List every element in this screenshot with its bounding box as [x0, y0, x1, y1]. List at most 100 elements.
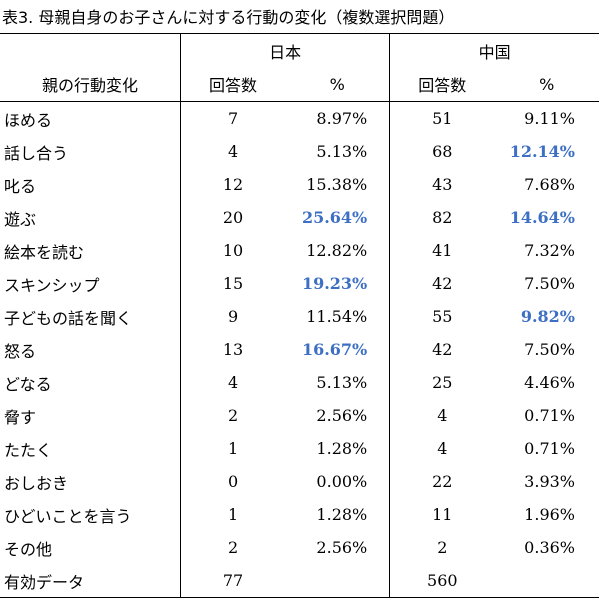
table-row: 遊ぶ 20 25.64% 82 14.64% — [0, 201, 599, 234]
china-percent-cell: 3.93% — [524, 472, 575, 491]
japan-percent-cell: 5.13% — [316, 373, 368, 392]
japan-percent-cell: 2.56% — [316, 538, 368, 557]
header-japan-percent: % — [285, 67, 390, 102]
china-percent-cell: 12.14% — [509, 142, 575, 161]
china-percent-cell: 14.64% — [509, 208, 575, 227]
header-row-groups: 日本 中国 — [0, 33, 599, 67]
japan-percent-cell: 0.00% — [316, 472, 368, 491]
china-count-cell: 55 — [389, 300, 495, 333]
japan-percent-cell: 8.97% — [316, 109, 368, 128]
table-row: 怒る 13 16.67% 42 7.50% — [0, 333, 599, 366]
row-label: 子どもの話を聞く — [4, 308, 133, 328]
japan-count-cell: 9 — [180, 300, 286, 333]
china-count-cell: 11 — [389, 498, 495, 531]
table-row: 絵本を読む 10 12.82% 41 7.32% — [0, 234, 599, 267]
china-count-cell: 22 — [389, 465, 495, 498]
table-row: ひどいことを言う 1 1.28% 11 1.96% — [0, 498, 599, 531]
table-row: スキンシップ 15 19.23% 42 7.50% — [0, 267, 599, 300]
footer-label: 有効データ — [0, 564, 181, 598]
row-label: ほめる — [4, 110, 53, 130]
table-row: その他 2 2.56% 2 0.36% — [0, 531, 599, 564]
footer-row: 有効データ 77 560 — [0, 564, 599, 598]
japan-count-cell: 4 — [180, 135, 286, 168]
table-row: 話し合う 4 5.13% 68 12.14% — [0, 135, 599, 168]
china-percent-cell: 7.32% — [524, 241, 575, 260]
header-blank-cell — [0, 33, 181, 67]
china-count-cell: 82 — [389, 201, 495, 234]
japan-count-cell: 0 — [180, 465, 286, 498]
china-percent-cell: 7.68% — [524, 175, 575, 194]
china-count-cell: 25 — [389, 366, 495, 399]
china-count-cell: 4 — [389, 399, 495, 432]
japan-count-cell: 4 — [180, 366, 286, 399]
japan-percent-cell: 25.64% — [301, 208, 368, 227]
japan-percent-cell: 16.67% — [301, 340, 368, 359]
china-count-cell: 2 — [389, 531, 495, 564]
table-row: ほめる 7 8.97% 51 9.11% — [0, 101, 599, 135]
footer-japan-percent — [285, 564, 390, 598]
row-label: 叱る — [4, 176, 37, 196]
row-label: 絵本を読む — [4, 242, 85, 262]
row-label: どなる — [4, 374, 52, 394]
japan-percent-cell: 2.56% — [316, 406, 368, 425]
china-percent-cell: 0.36% — [524, 538, 575, 557]
china-count-cell: 51 — [389, 101, 495, 135]
japan-count-cell: 13 — [180, 333, 286, 366]
japan-count-cell: 1 — [180, 498, 286, 531]
row-label: ひどいことを言う — [4, 506, 132, 526]
china-percent-cell: 1.96% — [524, 505, 575, 524]
row-label: 怒る — [4, 341, 37, 361]
header-japan: 日本 — [179, 33, 390, 67]
china-count-cell: 41 — [389, 234, 495, 267]
china-percent-cell: 0.71% — [524, 439, 575, 458]
header-row-columns: 親の行動変化 回答数 % 回答数 % — [0, 67, 599, 102]
china-percent-cell: 0.71% — [524, 406, 575, 425]
japan-percent-cell: 5.13% — [316, 142, 368, 161]
japan-percent-cell: 1.28% — [316, 505, 368, 524]
japan-count-cell: 12 — [180, 168, 286, 201]
data-table: 日本 中国 親の行動変化 回答数 % 回答数 % ほめる 7 8.97% 51 9.11… — [0, 33, 599, 598]
china-percent-cell: 9.82% — [520, 307, 575, 326]
row-label: おしおき — [4, 473, 69, 493]
china-count-cell: 43 — [389, 168, 495, 201]
japan-percent-cell: 12.82% — [306, 241, 368, 260]
china-count-cell: 68 — [389, 135, 495, 168]
row-label: たたく — [4, 440, 53, 460]
table-row: おしおき 0 0.00% 22 3.93% — [0, 465, 599, 498]
row-label: スキンシップ — [4, 275, 100, 295]
row-label: 話し合う — [4, 143, 69, 163]
footer-japan-count: 77 — [180, 564, 286, 598]
japan-count-cell: 7 — [180, 101, 286, 135]
table-row: どなる 4 5.13% 25 4.46% — [0, 366, 599, 399]
china-percent-cell: 7.50% — [524, 274, 575, 293]
table-row: 子どもの話を聞く 9 11.54% 55 9.82% — [0, 300, 599, 333]
japan-count-cell: 2 — [180, 531, 286, 564]
japan-count-cell: 20 — [180, 201, 286, 234]
header-china: 中国 — [389, 33, 599, 67]
japan-percent-cell: 15.38% — [306, 175, 368, 194]
china-percent-cell: 9.11% — [524, 109, 575, 128]
japan-count-cell: 1 — [180, 432, 286, 465]
china-count-cell: 4 — [389, 432, 495, 465]
header-row-label: 親の行動変化 — [0, 67, 181, 102]
header-china-count: 回答数 — [389, 67, 495, 102]
row-label: その他 — [4, 539, 53, 559]
row-label: 遊ぶ — [4, 209, 37, 229]
japan-percent-cell: 19.23% — [301, 274, 368, 293]
header-china-percent: % — [494, 67, 599, 102]
japan-percent-cell: 1.28% — [316, 439, 368, 458]
table-row: 脅す 2 2.56% 4 0.71% — [0, 399, 599, 432]
china-percent-cell: 7.50% — [524, 340, 575, 359]
table-row: たたく 1 1.28% 4 0.71% — [0, 432, 599, 465]
table-row: 叱る 12 15.38% 43 7.68% — [0, 168, 599, 201]
china-count-cell: 42 — [389, 333, 495, 366]
footer-china-percent — [494, 564, 599, 598]
table-title: 表3. 母親自身のお子さんに対する行動の変化（複数選択問題） — [2, 8, 455, 27]
row-label: 脅す — [4, 407, 37, 427]
japan-count-cell: 10 — [180, 234, 286, 267]
japan-count-cell: 15 — [180, 267, 286, 300]
japan-percent-cell: 11.54% — [306, 307, 368, 326]
header-japan-count: 回答数 — [180, 67, 286, 102]
japan-count-cell: 2 — [180, 399, 286, 432]
